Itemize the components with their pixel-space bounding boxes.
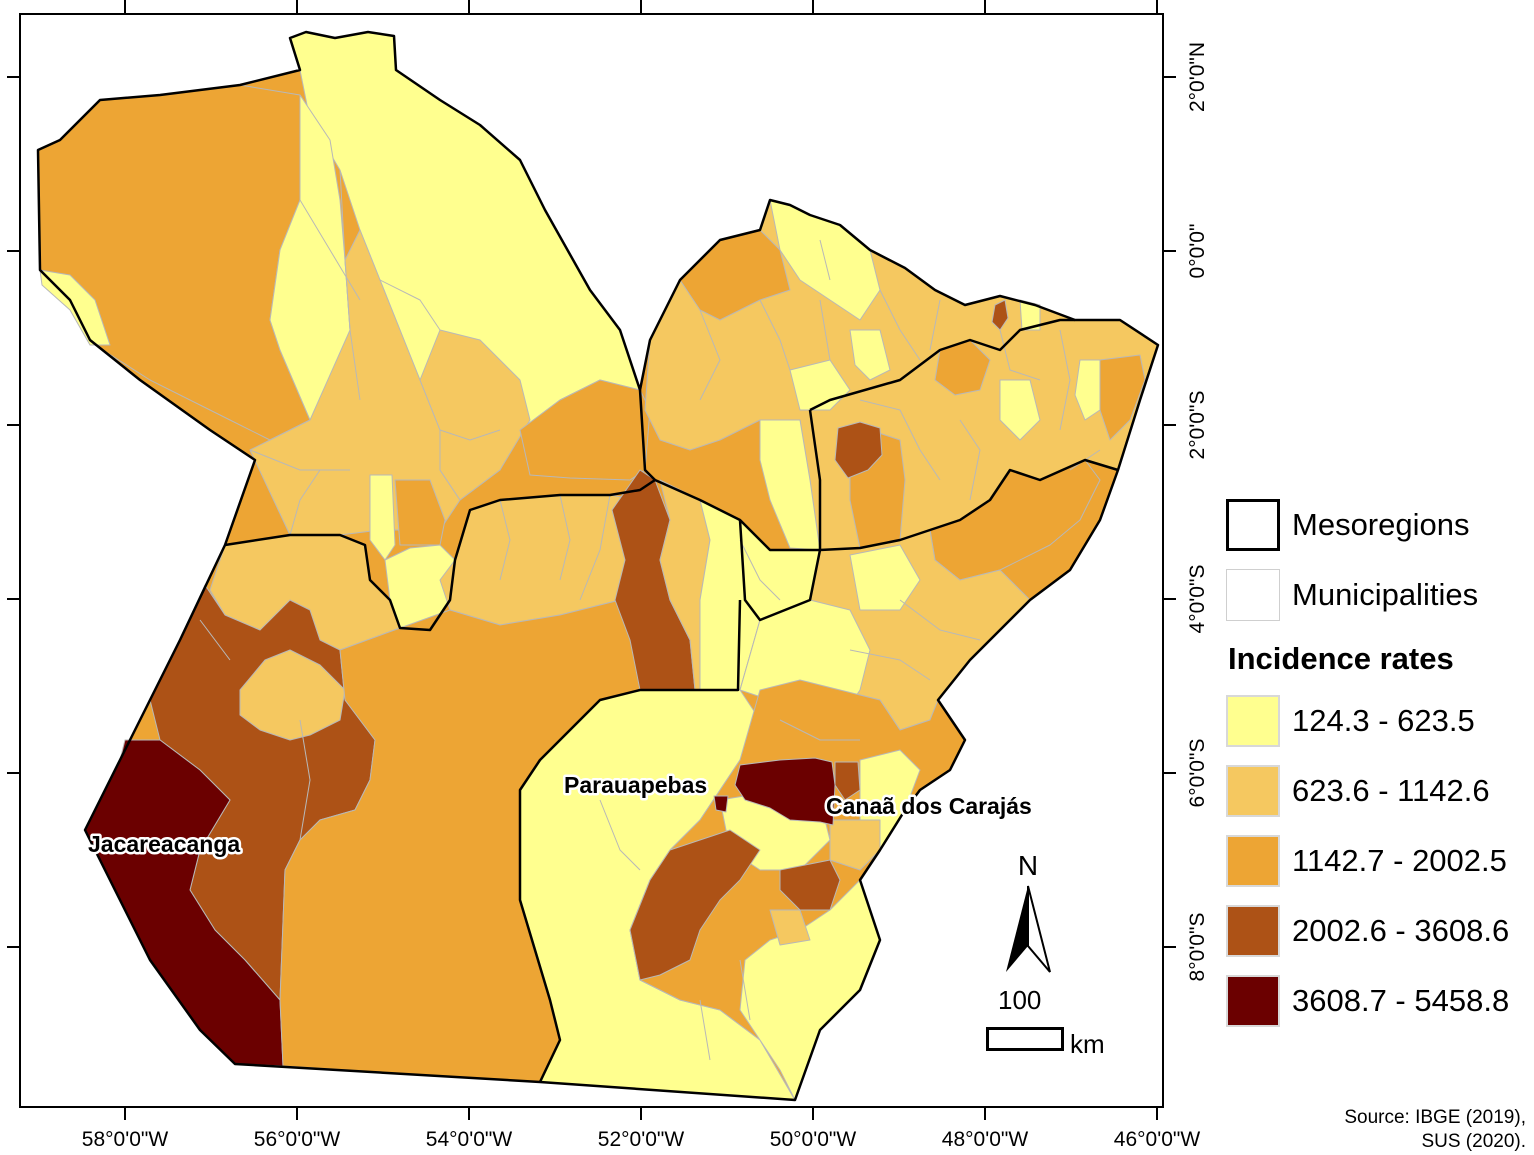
source-note: Source: IBGE (2019), SUS (2020). xyxy=(1344,1106,1526,1154)
region-middle-light-2 xyxy=(419,329,531,501)
mesoregion-boundary-6 xyxy=(518,599,742,1083)
lon-label: 46°0'0"W xyxy=(1114,1128,1201,1151)
lat-label: 8°0'0"S xyxy=(1186,913,1209,982)
region-yellow-island-1 xyxy=(369,474,396,561)
label-parauapebas: Parauapebas xyxy=(564,772,707,798)
region-south-light-2 xyxy=(769,909,811,946)
region-south-brown-1 xyxy=(629,829,761,981)
region-orange-island-1 xyxy=(394,479,446,546)
legend-class: 623.6 - 1142.6 xyxy=(1226,765,1490,817)
region-ne-brown-1 xyxy=(834,421,883,479)
legend-mesoregions: Mesoregions xyxy=(1226,499,1469,551)
region-se-yellow-2 xyxy=(849,544,921,611)
mesoregion-boundary-5 xyxy=(738,519,822,622)
lat-label: 2°0'0"S xyxy=(1186,391,1209,460)
legend-mesoregion-label: Mesoregions xyxy=(1292,507,1470,542)
legend-mesoregion-swatch xyxy=(1226,499,1280,551)
lon-label: 50°0'0"W xyxy=(770,1128,857,1151)
municipality-lines xyxy=(199,169,1101,1061)
mesoregion-boundary-2 xyxy=(638,389,656,481)
longitude-labels: 58°0'0"W 56°0'0"W 54°0'0"W 52°0'0"W 50°0… xyxy=(82,1128,1201,1151)
mesoregion-boundary-4 xyxy=(808,409,822,550)
legend-class: 124.3 - 623.5 xyxy=(1226,695,1475,747)
region-west-light-island xyxy=(239,649,346,741)
label-jacareacanga: Jacareacanga xyxy=(88,831,240,857)
latitude-labels: 2°0'0"N 0°0'0" 2°0'0"S 4°0'0"S 6°0'0"S 8… xyxy=(1186,42,1209,981)
north-arrow-icon xyxy=(1006,885,1051,973)
lon-label: 58°0'0"W xyxy=(82,1128,169,1151)
lon-label: 52°0'0"W xyxy=(598,1128,685,1151)
lon-label: 48°0'0"W xyxy=(942,1128,1029,1151)
legend-municipality-swatch xyxy=(1226,569,1280,621)
mesoregion-boundary-1 xyxy=(224,458,1119,632)
legend-title: Incidence rates xyxy=(1228,641,1454,676)
lat-label: 0°0'0" xyxy=(1186,224,1209,279)
north-arrow: N xyxy=(998,850,1058,979)
legend-municipalities: Municipalities xyxy=(1226,569,1478,621)
region-ne-yellow-east-1 xyxy=(999,379,1041,441)
lat-label: 2°0'0"N xyxy=(1186,42,1209,112)
legend-class-swatch xyxy=(1226,765,1280,817)
scale-bar-box xyxy=(986,1027,1064,1051)
legend-class-swatch xyxy=(1226,835,1280,887)
legend-class: 1142.7 - 2002.5 xyxy=(1226,835,1507,887)
region-ne-yellow-4 xyxy=(849,329,891,381)
legend-class-swatch xyxy=(1226,975,1280,1027)
choropleth-layer xyxy=(37,31,1159,1101)
region-parauapebas-dark xyxy=(713,795,729,813)
legend-class: 2002.6 - 3608.6 xyxy=(1226,905,1509,957)
north-letter: N xyxy=(1017,850,1039,881)
mesoregion-boundaries xyxy=(36,30,1160,1102)
mesoregion-boundary-3 xyxy=(809,318,1075,412)
lat-label: 6°0'0"S xyxy=(1186,739,1209,808)
scale-value: 100 xyxy=(998,985,1042,1015)
legend-municipality-label: Municipalities xyxy=(1292,577,1479,612)
source-line-1: Source: IBGE (2019), xyxy=(1344,1107,1526,1128)
legend-class: 3608.7 - 5458.8 xyxy=(1226,975,1509,1027)
source-line-2: SUS (2020). xyxy=(1421,1131,1526,1152)
region-ne-yellow-east-2 xyxy=(1074,359,1101,421)
region-ne-brown-2 xyxy=(991,299,1009,331)
legend-class-label: 2002.6 - 3608.6 xyxy=(1292,913,1510,948)
legend-class-label: 623.6 - 1142.6 xyxy=(1292,773,1490,808)
region-canaa xyxy=(734,757,836,826)
legend-class-swatch xyxy=(1226,905,1280,957)
legend-class-label: 3608.7 - 5458.8 xyxy=(1292,983,1510,1018)
graticule-ticks xyxy=(7,0,1176,1120)
scale-unit: km xyxy=(1070,1029,1105,1059)
legend-class-label: 1142.7 - 2002.5 xyxy=(1292,843,1507,878)
lon-label: 56°0'0"W xyxy=(254,1128,341,1151)
legend-class-label: 124.3 - 623.5 xyxy=(1292,703,1475,738)
lat-label: 4°0'0"S xyxy=(1186,565,1209,634)
region-orange-2 xyxy=(519,379,651,481)
label-canaa-dos-carajas: Canaã dos Carajás xyxy=(826,793,1032,819)
region-south-light-1 xyxy=(829,819,881,871)
legend-class-swatch xyxy=(1226,695,1280,747)
lon-label: 54°0'0"W xyxy=(426,1128,513,1151)
mesoregion-outline xyxy=(36,30,1160,1102)
